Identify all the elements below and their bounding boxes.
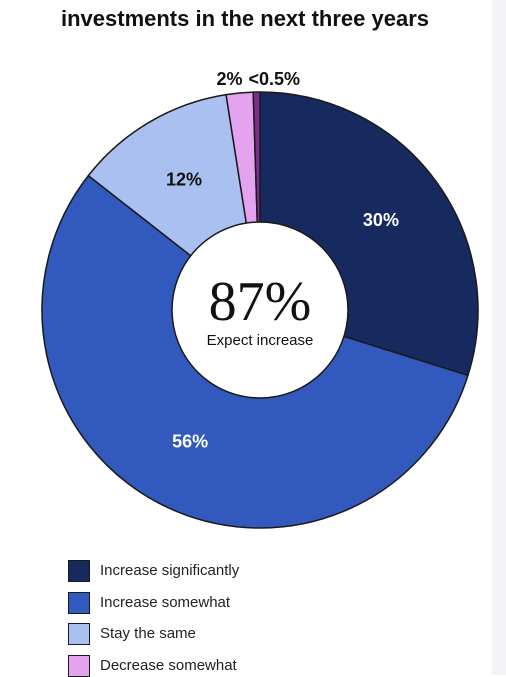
donut-chart: 87% Expect increase 30% 56% 12% 2% <0.5% <box>41 69 479 529</box>
slice-value-label: 30% <box>363 210 399 230</box>
page-edge-strip <box>492 0 506 675</box>
center-value: 87% <box>209 271 312 333</box>
chart-title: investments in the next three years <box>60 6 430 31</box>
legend-swatch <box>68 655 90 677</box>
legend-item-stay-the-same: Stay the same <box>68 623 368 645</box>
legend-label: Stay the same <box>100 625 196 642</box>
slice-value-label: 2% <box>217 69 243 89</box>
legend-label: Increase significantly <box>100 562 240 579</box>
center-label: Expect increase <box>207 332 314 349</box>
legend-item-decrease-somewhat: Decrease somewhat <box>68 655 368 677</box>
legend-swatch <box>68 560 90 582</box>
slice-value-label: 56% <box>172 431 208 451</box>
slice-label-group: 30% 56% 12% 2% <0.5% <box>166 69 399 452</box>
slice-value-label: 12% <box>166 169 202 189</box>
legend-item-increase-somewhat: Increase somewhat <box>68 592 368 614</box>
legend-label: Decrease somewhat <box>100 657 237 674</box>
center-hole <box>171 221 349 399</box>
slice-value-label: <0.5% <box>248 69 300 89</box>
legend-swatch <box>68 623 90 645</box>
legend-item-increase-significantly: Increase significantly <box>68 560 368 582</box>
legend-swatch <box>68 592 90 614</box>
legend-label: Increase somewhat <box>100 594 231 611</box>
